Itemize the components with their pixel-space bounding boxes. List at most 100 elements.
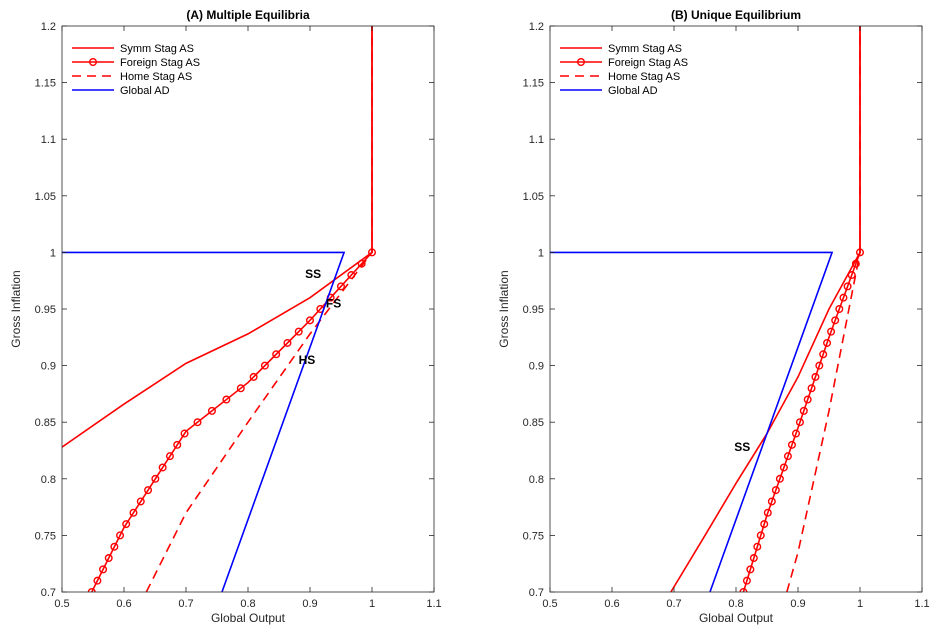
series-marker	[835, 305, 844, 314]
series-marker	[746, 565, 755, 574]
series-marker	[811, 372, 820, 381]
y-tick-label: 1	[50, 247, 56, 259]
series-line-0	[670, 26, 861, 592]
legend: Symm Stag AS Foreign Stag AS Home Stag AS G…	[560, 43, 688, 97]
series-marker	[851, 259, 860, 268]
x-tick-label: 0.5	[54, 598, 69, 610]
series-marker	[803, 395, 812, 404]
y-tick-label: 0.8	[41, 474, 56, 486]
series-marker	[110, 542, 119, 551]
series-marker	[791, 429, 800, 438]
series-marker	[819, 350, 828, 359]
series-marker	[787, 440, 796, 449]
y-tick-label: 0.8	[529, 474, 544, 486]
series-marker	[775, 474, 784, 483]
plot-area	[62, 26, 434, 592]
chart-title: (A) Multiple Equilibria	[186, 8, 310, 22]
y-tick-label: 1.2	[529, 21, 544, 33]
y-tick-label: 1.1	[529, 134, 544, 146]
x-axis-label: Global Output	[699, 611, 774, 625]
legend-label: Foreign Stag AS	[608, 57, 688, 69]
legend-label: Symm Stag AS	[120, 43, 194, 55]
series-marker	[158, 463, 167, 472]
series-marker	[847, 271, 856, 280]
y-tick-label: 0.75	[35, 530, 56, 542]
series-marker	[122, 520, 131, 529]
x-tick-label: 0.6	[604, 598, 619, 610]
series-marker	[165, 452, 174, 461]
legend-label: Global AD	[608, 85, 658, 97]
equilibrium-label: HS	[299, 353, 316, 367]
x-tick-label: 0.5	[542, 598, 557, 610]
series-line-3	[550, 251, 834, 592]
equilibrium-label: SS	[305, 267, 321, 281]
y-tick-label: 1	[538, 247, 544, 259]
series-marker	[180, 429, 189, 438]
series-marker	[823, 338, 832, 347]
y-axis-label: Gross Inflation	[9, 270, 23, 347]
x-tick-label: 0.8	[240, 598, 255, 610]
series-marker	[306, 316, 315, 325]
series-marker	[756, 531, 765, 540]
legend-label: Home Stag AS	[608, 71, 680, 83]
x-tick-label: 1	[369, 598, 375, 610]
legend-marker	[88, 58, 97, 67]
series-marker	[272, 350, 281, 359]
panel-multiple-equilibria: 0.5 0.6 0.7 0.8 0.9 1 1.1 0.7 0.75 0.8 0.85 0.9 0.95…	[9, 8, 442, 625]
series-marker	[294, 327, 303, 336]
series-marker	[173, 440, 182, 449]
series-marker	[795, 418, 804, 427]
y-tick-label: 0.85	[35, 417, 56, 429]
series-marker	[104, 554, 113, 563]
series-marker	[99, 565, 108, 574]
series-marker	[783, 452, 792, 461]
equilibrium-label: FS	[326, 296, 341, 310]
series-marker	[236, 384, 245, 393]
y-tick-label: 1.05	[35, 191, 56, 203]
series-marker	[207, 406, 216, 415]
series-marker	[337, 282, 346, 291]
series-line-2	[786, 26, 861, 592]
y-tick-label: 0.9	[529, 361, 544, 373]
x-tick-label: 1	[857, 598, 863, 610]
series-marker	[93, 576, 102, 585]
x-tick-label: 1.1	[426, 598, 441, 610]
y-tick-label: 1.2	[41, 21, 56, 33]
y-tick-label: 1.1	[41, 134, 56, 146]
series-marker	[843, 282, 852, 291]
x-tick-label: 0.7	[666, 598, 681, 610]
plot-area	[550, 26, 922, 592]
series-marker	[807, 384, 816, 393]
series-marker	[222, 395, 231, 404]
legend-label: Home Stag AS	[120, 71, 192, 83]
x-axis-label: Global Output	[211, 611, 286, 625]
legend-label: Symm Stag AS	[608, 43, 682, 55]
legend-label: Foreign Stag AS	[120, 57, 200, 69]
panel-unique-equilibrium: 0.5 0.6 0.7 0.8 0.9 1 1.1 0.7 0.75 0.8 0.85 0.9 0.95…	[497, 8, 930, 625]
series-marker	[739, 588, 748, 592]
series-marker	[760, 520, 769, 529]
series-marker	[767, 497, 776, 506]
y-tick-label: 0.75	[523, 530, 544, 542]
series-marker	[151, 474, 160, 483]
series-marker	[283, 338, 292, 347]
x-tick-label: 0.9	[302, 598, 317, 610]
series-marker	[193, 418, 202, 427]
y-tick-label: 0.7	[41, 587, 56, 599]
x-tick-label: 0.9	[790, 598, 805, 610]
y-tick-label: 1.15	[523, 78, 544, 90]
y-tick-label: 1.15	[35, 78, 56, 90]
data-layer	[62, 26, 377, 592]
series-marker	[136, 497, 145, 506]
series-marker	[753, 542, 762, 551]
series-marker	[260, 361, 269, 370]
series-marker	[144, 486, 153, 495]
series-marker	[763, 508, 772, 517]
series-marker	[129, 508, 138, 517]
y-tick-label: 1.05	[523, 191, 544, 203]
y-axis-label: Gross Inflation	[497, 270, 511, 347]
series-marker	[87, 588, 96, 592]
series-marker	[116, 531, 125, 540]
x-tick-label: 0.7	[178, 598, 193, 610]
legend-label: Global AD	[120, 85, 170, 97]
